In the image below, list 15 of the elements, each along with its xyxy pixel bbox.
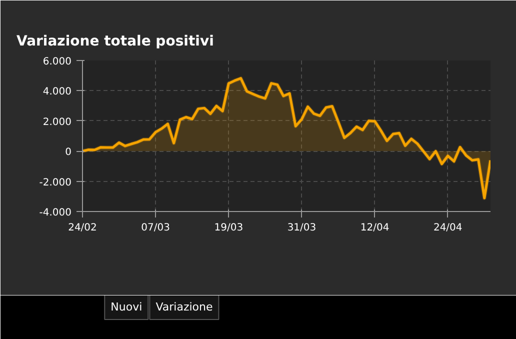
x-tick-label: 24/02 [68,222,97,234]
x-tick-label: 07/03 [141,222,170,234]
y-tick-label: 2.000 [42,116,72,128]
text: Variazione [156,300,213,314]
y-tick-label: 4.000 [42,86,72,98]
chart-title: Variazione totale positivi [16,34,214,50]
y-tick-label: -4.000 [39,208,72,218]
x-tick-label: 24/04 [433,222,462,234]
y-tick-label: 6.000 [42,56,72,68]
x-tick-label: 19/03 [214,222,244,234]
x-tick-label: 12/04 [360,222,390,234]
y-tick-label: 0 [65,147,72,158]
y-tick-label: -2.000 [39,177,72,188]
text: Nuovi [110,300,142,314]
x-tick-label: 31/03 [287,222,316,234]
